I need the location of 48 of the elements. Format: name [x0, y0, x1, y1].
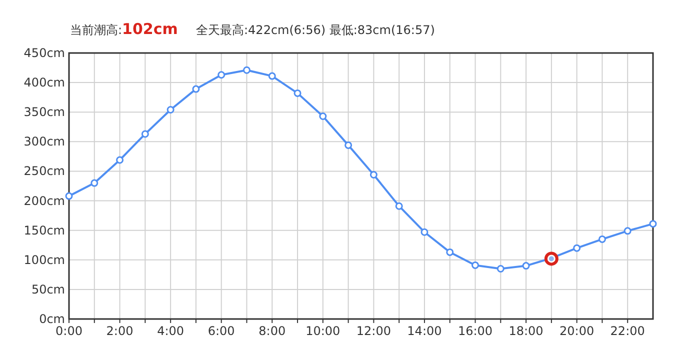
point	[395, 202, 403, 210]
y-tick-label: 250cm	[24, 164, 65, 178]
x-tick-label: 16:00	[458, 324, 493, 338]
point	[294, 89, 302, 97]
point	[573, 244, 581, 252]
point	[446, 248, 454, 256]
point	[522, 262, 530, 270]
y-tick-label: 350cm	[24, 105, 65, 120]
x-tick-label: 8:00	[258, 324, 286, 338]
y-tick-label: 400cm	[24, 76, 65, 90]
point	[218, 71, 226, 79]
point	[624, 227, 632, 235]
point	[192, 85, 200, 93]
x-tick-label: 14:00	[407, 324, 442, 338]
point	[598, 235, 606, 243]
point	[649, 220, 657, 228]
y-tick-label: 50cm	[31, 282, 65, 296]
x-tick-label: 6:00	[208, 324, 235, 338]
x-tick-label: 12:00	[356, 324, 391, 338]
point	[90, 179, 98, 187]
point	[65, 192, 73, 200]
point	[141, 130, 149, 138]
point	[166, 106, 174, 114]
point	[544, 252, 558, 266]
point	[370, 171, 378, 179]
x-tick-label: 20:00	[560, 324, 594, 338]
y-tick-label: 300cm	[24, 134, 65, 149]
y-tick-label: 150cm	[24, 223, 65, 238]
title: 当前潮高:102cm	[70, 20, 178, 38]
y-tick-label: 100cm	[24, 252, 65, 267]
point	[268, 72, 276, 80]
x-tick-label: 2:00	[106, 324, 134, 338]
x-tick-label: 18:00	[508, 324, 544, 338]
x-tick-label: 10:00	[306, 324, 340, 338]
y-tick-label: 0cm	[39, 312, 65, 326]
point	[344, 141, 352, 149]
subtitle: 全天最高:422cm(6:56) 最低:83cm(16:57)	[196, 23, 435, 37]
point	[116, 156, 124, 164]
point	[472, 261, 480, 269]
x-tick-label: 22:00	[610, 324, 645, 338]
y-tick-label: 200cm	[24, 194, 65, 208]
point	[242, 66, 250, 74]
point	[496, 265, 504, 273]
x-tick-label: 0:00	[56, 324, 82, 338]
point	[420, 228, 428, 236]
y-tick-label: 450cm	[24, 46, 65, 60]
x-tick-label: 4:00	[157, 324, 184, 338]
point	[319, 112, 327, 120]
